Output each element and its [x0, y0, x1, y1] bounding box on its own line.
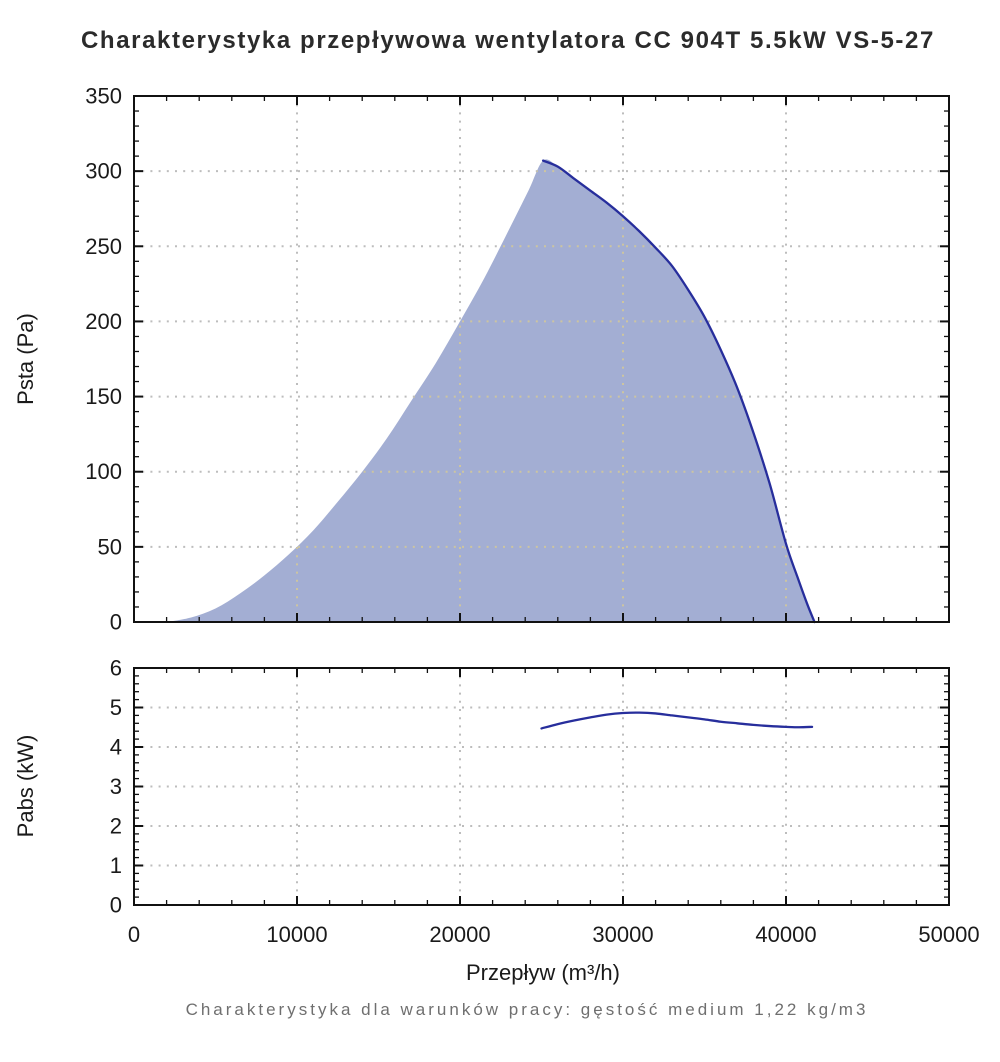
plot-frame [133, 95, 950, 623]
y-tick-label: 50 [98, 534, 122, 559]
plot-frame [133, 667, 950, 906]
y-tick-label: 3 [110, 774, 122, 799]
y-tick-label: 100 [85, 459, 122, 484]
y-tick-label: 1 [110, 853, 122, 878]
y-tick-label: 350 [85, 84, 122, 109]
y-axis-label-pabs: Pabs (kW) [13, 734, 38, 838]
operating-area-fill [166, 159, 815, 622]
x-tick-label: 20000 [429, 922, 490, 947]
y-tick-label: 5 [110, 695, 122, 720]
x-tick-label: 0 [128, 922, 140, 947]
y-tick-label: 250 [85, 234, 122, 259]
x-tick-label: 40000 [755, 922, 816, 947]
x-tick-label: 50000 [918, 922, 979, 947]
power-curve [540, 711, 814, 730]
y-tick-label: 4 [110, 735, 122, 760]
y-tick-label: 0 [110, 893, 122, 918]
chart-title: Charakterystyka przepływowa wentylatora … [81, 27, 935, 54]
x-axis-label: Przepływ (m³/h) [465, 960, 620, 985]
y-tick-label: 200 [85, 309, 122, 334]
y-tick-label: 300 [85, 159, 122, 184]
y-tick-label: 2 [110, 814, 122, 839]
x-tick-label: 30000 [592, 922, 653, 947]
y-axis-label-psta: Psta (Pa) [13, 313, 38, 405]
y-tick-label: 6 [110, 656, 122, 681]
y-tick-label: 150 [85, 384, 122, 409]
y-tick-label: 0 [110, 610, 122, 635]
fan-pressure-curve [541, 159, 816, 624]
x-tick-label: 10000 [266, 922, 327, 947]
chart-caption: Charakterystyka dla warunków pracy: gęst… [185, 1000, 869, 1019]
